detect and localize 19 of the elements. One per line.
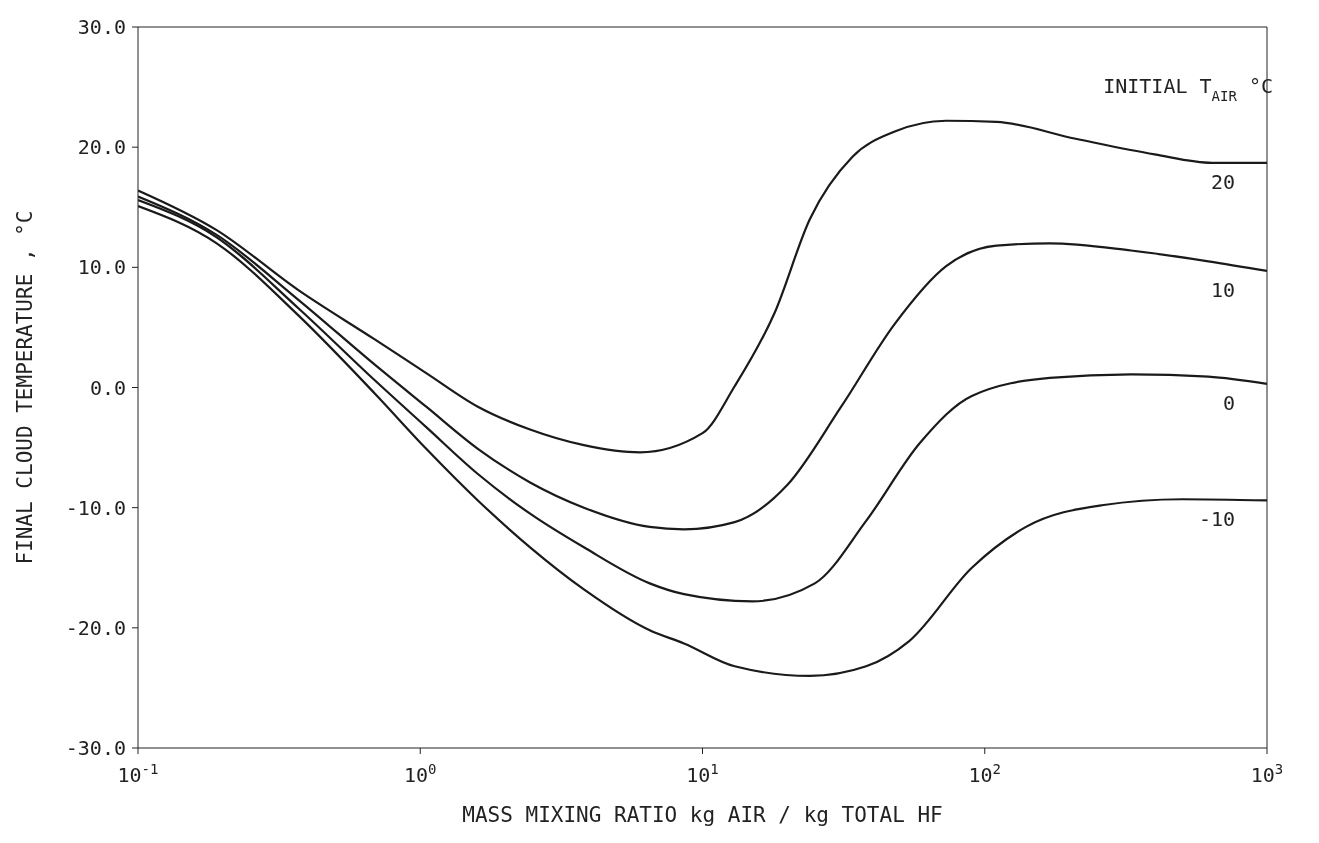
y-tick-label: -30.0 <box>65 736 126 760</box>
series-label: -10 <box>1198 507 1235 532</box>
x-axis-title: MASS MIXING RATIO kg AIR / kg TOTAL HF <box>462 803 943 827</box>
x-tick-label: 10$^{3}$ <box>1250 761 1284 787</box>
y-axis-title: FINAL CLOUD TEMPERATURE , °C <box>13 210 37 565</box>
y-tick-label: 20.0 <box>77 135 126 160</box>
series-label: 0 <box>1222 390 1235 415</box>
y-tick-label: -20.0 <box>65 615 126 640</box>
y-tick-label: 0.0 <box>89 375 126 400</box>
x-tick-label: 10$^{2}$ <box>968 761 1002 787</box>
y-tick-label: 30.0 <box>77 15 126 39</box>
x-tick-label: 10$^{1}$ <box>686 761 719 787</box>
y-tick-label: -10.0 <box>65 495 126 520</box>
series-label: 20 <box>1210 169 1235 194</box>
x-tick-label: 10$^{-1}$ <box>117 761 159 787</box>
series-label: 10 <box>1210 277 1235 302</box>
y-tick-label: 10.0 <box>77 255 126 280</box>
legend-title: INITIAL T$_{AIR}$ °C <box>1103 74 1273 104</box>
x-tick-label: 10$^{0}$ <box>403 761 437 787</box>
